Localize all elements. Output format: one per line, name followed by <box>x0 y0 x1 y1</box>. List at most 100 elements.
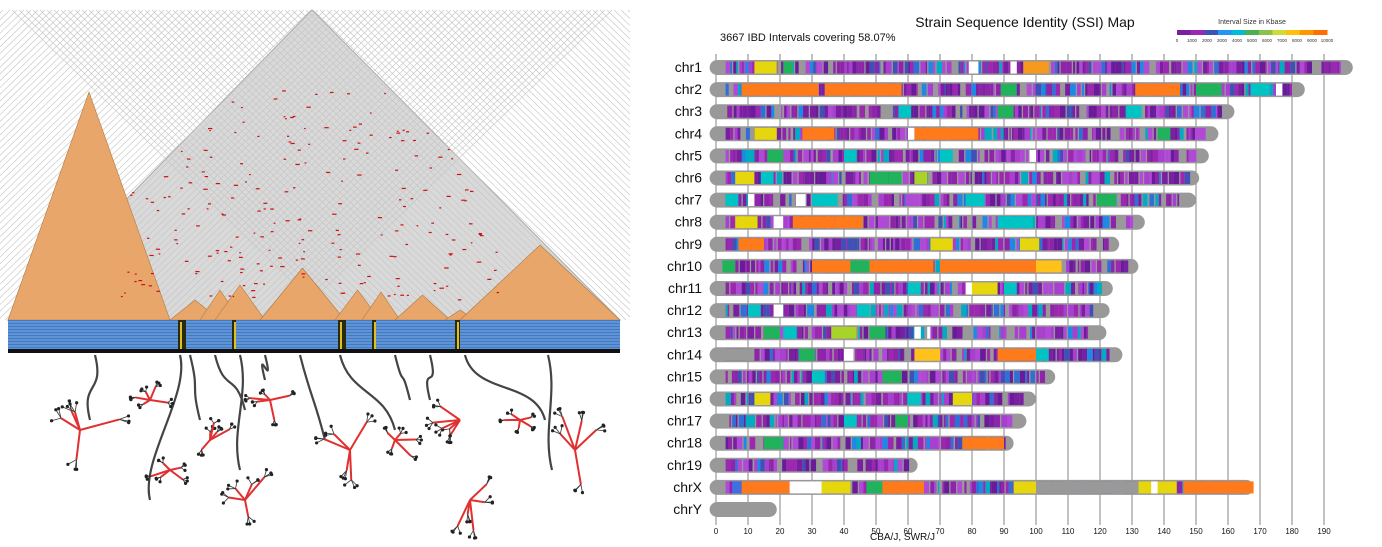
legend-tick-label: 7000 <box>1277 38 1288 43</box>
ibd-interval <box>828 459 832 471</box>
ibd-interval-large <box>738 238 764 250</box>
ibd-interval <box>1229 62 1232 74</box>
ibd-interval <box>866 393 872 405</box>
ibd-interval <box>1110 172 1114 184</box>
ibd-interval <box>978 371 980 383</box>
ibd-interval <box>1032 305 1037 317</box>
ibd-interval <box>938 437 940 449</box>
ld-mark <box>494 270 497 271</box>
ibd-interval <box>1107 62 1111 74</box>
ibd-interval <box>884 459 888 471</box>
ibd-interval <box>847 62 849 74</box>
ibd-interval <box>1009 128 1010 140</box>
gap <box>927 327 930 339</box>
ibd-interval <box>1119 106 1124 118</box>
network-node <box>68 402 71 405</box>
ibd-interval <box>1164 150 1166 162</box>
ibd-interval <box>857 194 858 206</box>
ibd-interval <box>952 349 957 361</box>
ibd-interval <box>863 150 865 162</box>
ibd-interval <box>1059 349 1062 361</box>
ld-mark <box>388 295 391 296</box>
ld-mark <box>477 262 481 263</box>
ibd-interval <box>1285 62 1288 74</box>
ld-network-panel <box>0 0 630 542</box>
ibd-interval <box>891 327 895 339</box>
ibd-interval <box>910 150 912 162</box>
ld-mark <box>285 118 287 119</box>
ibd-interval <box>1064 305 1067 317</box>
ibd-interval-large <box>722 349 754 361</box>
ibd-interval <box>1169 106 1172 118</box>
ibd-interval <box>908 305 912 317</box>
network-node <box>236 479 239 482</box>
ibd-interval <box>774 106 775 118</box>
ibd-interval <box>787 172 792 184</box>
ibd-interval <box>992 481 997 493</box>
ibd-interval <box>984 106 989 118</box>
ibd-interval <box>758 283 761 295</box>
ibd-interval <box>933 84 937 96</box>
ibd-interval <box>972 371 974 383</box>
ibd-interval <box>822 437 823 449</box>
ibd-interval <box>896 437 902 449</box>
ibd-interval <box>883 238 885 250</box>
ibd-interval <box>1077 84 1081 96</box>
ibd-interval <box>985 128 990 140</box>
ibd-interval <box>746 62 749 74</box>
ibd-interval <box>885 128 888 140</box>
network-node <box>57 407 60 410</box>
ibd-interval <box>931 194 935 206</box>
ibd-interval <box>759 371 762 383</box>
ibd-interval <box>734 371 738 383</box>
ibd-interval <box>826 415 828 427</box>
ibd-interval <box>1177 62 1182 74</box>
network-node <box>169 405 172 408</box>
ibd-interval <box>972 216 976 228</box>
ibd-interval <box>893 349 898 361</box>
ibd-interval <box>918 437 924 449</box>
ibd-interval <box>918 371 921 383</box>
ibd-interval <box>888 194 891 206</box>
ibd-interval <box>1099 349 1101 361</box>
ibd-interval <box>1148 106 1150 118</box>
ld-mark <box>487 279 491 280</box>
ibd-interval <box>985 393 990 405</box>
ibd-interval <box>967 216 972 228</box>
network-node <box>246 476 249 479</box>
network-node <box>581 411 584 414</box>
ibd-interval <box>837 128 839 140</box>
ibd-interval <box>1147 150 1150 162</box>
ibd-interval <box>1329 62 1331 74</box>
ibd-interval <box>767 238 768 250</box>
ibd-interval <box>1140 62 1144 74</box>
ibd-interval <box>736 260 739 272</box>
ibd-interval <box>800 283 803 295</box>
ibd-interval <box>726 172 728 184</box>
ibd-interval <box>821 415 826 427</box>
ibd-interval <box>778 260 782 272</box>
ibd-interval <box>1211 106 1216 118</box>
ibd-interval <box>739 62 742 74</box>
ld-mark <box>270 208 274 209</box>
ld-mark <box>305 162 307 163</box>
ibd-interval <box>785 238 787 250</box>
ibd-interval <box>940 349 943 361</box>
ibd-interval <box>858 371 862 383</box>
ibd-interval <box>989 150 994 162</box>
ibd-interval <box>873 194 877 206</box>
ibd-interval <box>1068 150 1073 162</box>
ld-mark <box>135 273 137 274</box>
ibd-interval <box>1082 84 1084 96</box>
ld-mark <box>146 198 148 199</box>
ibd-interval <box>753 459 755 471</box>
ibd-interval <box>826 150 830 162</box>
chromosome-label: chr6 <box>675 170 702 186</box>
ld-mark <box>195 273 197 274</box>
network-node <box>68 399 71 402</box>
ibd-interval <box>738 84 740 96</box>
network-node <box>217 425 220 428</box>
ibd-interval <box>803 150 809 162</box>
ibd-interval <box>986 305 991 317</box>
ibd-interval <box>770 283 774 295</box>
